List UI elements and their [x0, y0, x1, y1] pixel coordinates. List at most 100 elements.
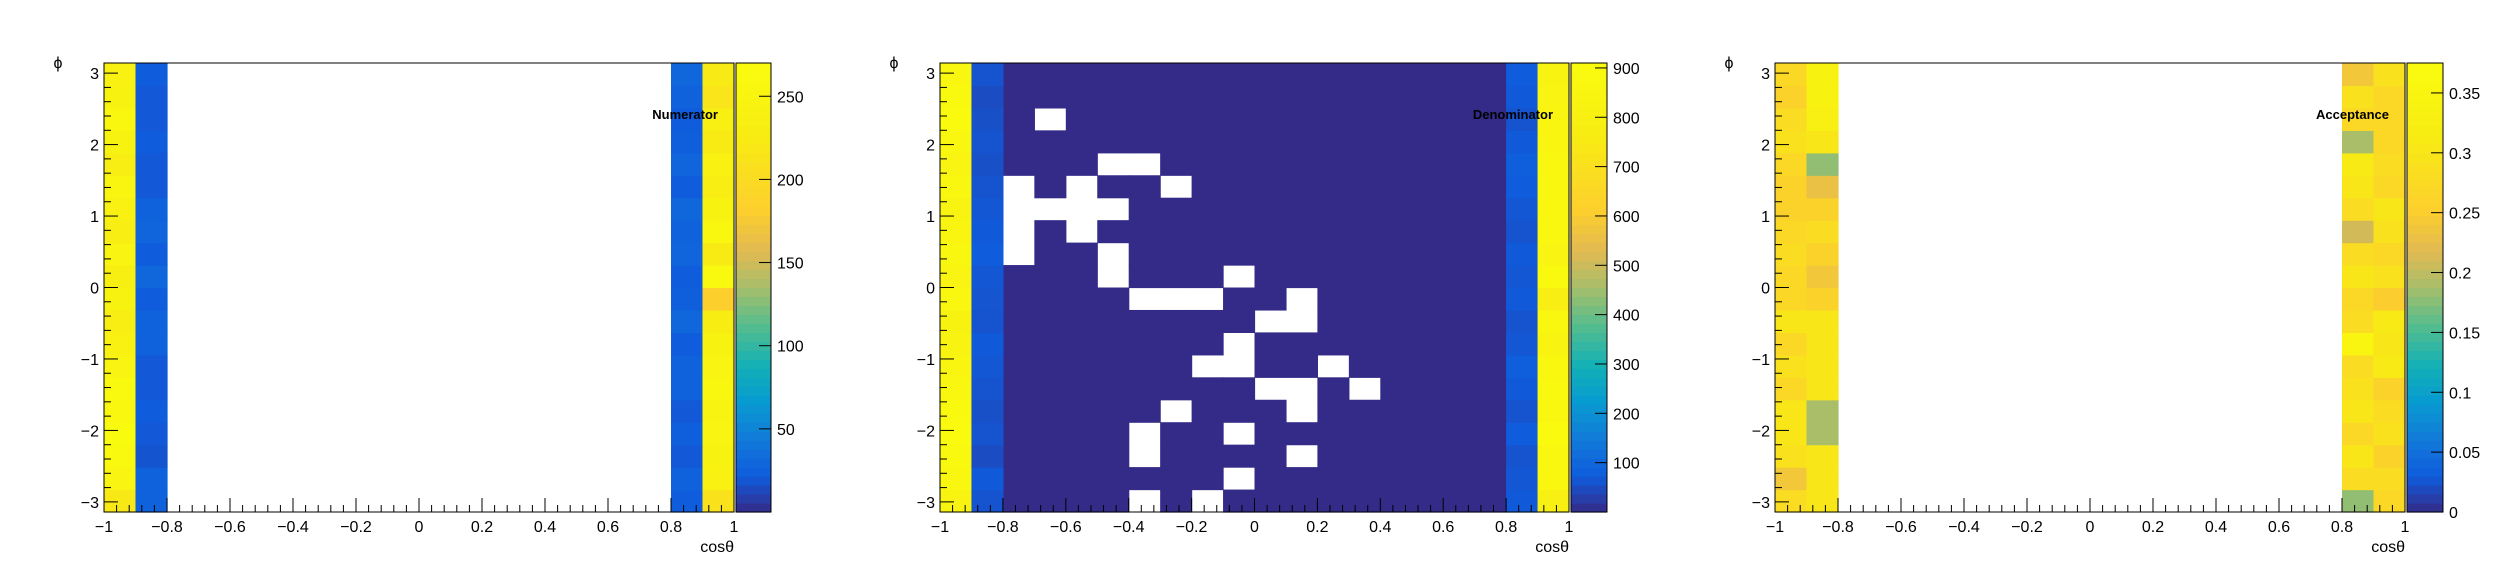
heatmap-cell [1034, 422, 1067, 446]
heatmap-cell [1065, 467, 1098, 491]
heatmap-cell [971, 220, 1004, 244]
color-bar-swatch [736, 404, 771, 414]
heatmap-cell [1223, 309, 1256, 333]
heatmap-cell [671, 354, 704, 378]
heatmap-cell [1160, 309, 1193, 333]
heatmap-cell [1002, 85, 1035, 109]
histogram-title: Denominator [1473, 107, 1553, 122]
color-bar-tick-label: 0.05 [2449, 445, 2480, 462]
heatmap-cell [1348, 197, 1381, 221]
color-bar-swatch [1571, 98, 1607, 109]
color-bar-swatch [2407, 503, 2443, 513]
x-tick-label: 0.6 [2268, 519, 2290, 536]
histogram-title: Numerator [652, 107, 718, 122]
color-bar-swatch [1571, 107, 1607, 118]
y-tick-label: 0 [926, 281, 935, 298]
heatmap-cell [1097, 130, 1130, 154]
heatmap-cell [2342, 220, 2375, 244]
heatmap-cell [1317, 467, 1350, 491]
x-tick-label: 0 [415, 519, 424, 536]
heatmap-cell [940, 422, 973, 446]
heatmap-cell [1254, 107, 1287, 131]
heatmap-cell [1775, 354, 1808, 378]
heatmap-cell [1160, 332, 1193, 356]
heatmap-cell [1317, 287, 1350, 311]
heatmap-cell [104, 107, 137, 131]
x-tick-label: −1 [931, 519, 949, 536]
color-bar-swatch [736, 386, 771, 396]
heatmap-cell [1806, 309, 1839, 333]
heatmap-cell [1097, 377, 1130, 401]
color-bar-swatch [1571, 161, 1607, 172]
heatmap-cell [1285, 242, 1318, 266]
heatmap-cell [1537, 130, 1570, 154]
color-bar-tick-label: 150 [777, 256, 804, 273]
heatmap-cell [1443, 399, 1476, 423]
heatmap-cell [2342, 444, 2375, 468]
y-tick-label: −1 [917, 352, 935, 369]
heatmap-cell [671, 444, 704, 468]
x-tick-label: 0.2 [471, 519, 493, 536]
heatmap-cell [1443, 175, 1476, 199]
color-bar-tick-label: 0.2 [2449, 266, 2471, 283]
heatmap-cell [2342, 63, 2375, 87]
color-bar-tick-label: 100 [1613, 456, 1640, 473]
color-bar-swatch [1571, 116, 1607, 127]
heatmap-cell [1806, 63, 1839, 87]
color-bar-tick-label: 0.35 [2449, 86, 2480, 103]
heatmap-cell [971, 242, 1004, 266]
y-tick-label: 2 [90, 138, 99, 155]
heatmap-cell [1285, 354, 1318, 378]
color-bar-swatch [1571, 503, 1607, 513]
heatmap-cell [1474, 377, 1507, 401]
heatmap-cell [1506, 197, 1539, 221]
heatmap-cell [135, 265, 168, 289]
heatmap-cell [1348, 467, 1381, 491]
color-bar-tick-label: 0.25 [2449, 206, 2480, 223]
heatmap-cell [971, 489, 1004, 513]
y-tick-label: −2 [1752, 423, 1770, 440]
heatmap-cell [1254, 265, 1287, 289]
heatmap-cell [1806, 197, 1839, 221]
color-bar-swatch [1571, 188, 1607, 199]
x-tick-label: 0.4 [2205, 519, 2227, 536]
color-bar-swatch [1571, 170, 1607, 181]
heatmap-cell [1034, 63, 1067, 87]
heatmap-cell [1128, 85, 1161, 109]
heatmap-cell [1191, 63, 1224, 87]
heatmap-cell [1380, 332, 1413, 356]
heatmap-cell [1380, 287, 1413, 311]
color-bar-swatch [2407, 152, 2443, 163]
heatmap-cell [104, 489, 137, 513]
heatmap-cell [1254, 175, 1287, 199]
heatmap-cell [104, 85, 137, 109]
heatmap-cell [1380, 220, 1413, 244]
heatmap-cell [2373, 175, 2406, 199]
heatmap-cell [1160, 422, 1193, 446]
heatmap-cell [2373, 354, 2406, 378]
heatmap-cell [1806, 444, 1839, 468]
color-bar: 50 100 150 200 250 [735, 62, 804, 513]
color-bar-swatch [736, 476, 771, 486]
heatmap-cell [1806, 332, 1839, 356]
heatmap-cell [1474, 175, 1507, 199]
color-bar-swatch [736, 323, 771, 333]
color-bar-swatch [1571, 431, 1607, 441]
heatmap-cell [1443, 220, 1476, 244]
heatmap-cell [1348, 444, 1381, 468]
heatmap-cell [1775, 287, 1808, 311]
heatmap-cell [2373, 220, 2406, 244]
heatmap-cell [1191, 444, 1224, 468]
heatmap-cell [1191, 107, 1224, 131]
color-bar-tick-label: 300 [1613, 357, 1640, 374]
panel-denominator: −1 −0.8 −0.6 −0.4 −0.2 0 0.2 0.4 0.6 0.8 1 cosθ −3 −2… [890, 55, 1640, 556]
heatmap-cell [135, 444, 168, 468]
heatmap-cell [1254, 242, 1287, 266]
heatmap-cell [2342, 489, 2375, 513]
heatmap-cell [1775, 63, 1808, 87]
heatmap-cell [1443, 444, 1476, 468]
heatmap-cell [971, 467, 1004, 491]
heatmap-cell [1160, 85, 1193, 109]
color-bar-swatch [1571, 341, 1607, 351]
heatmap-cell [1191, 377, 1224, 401]
